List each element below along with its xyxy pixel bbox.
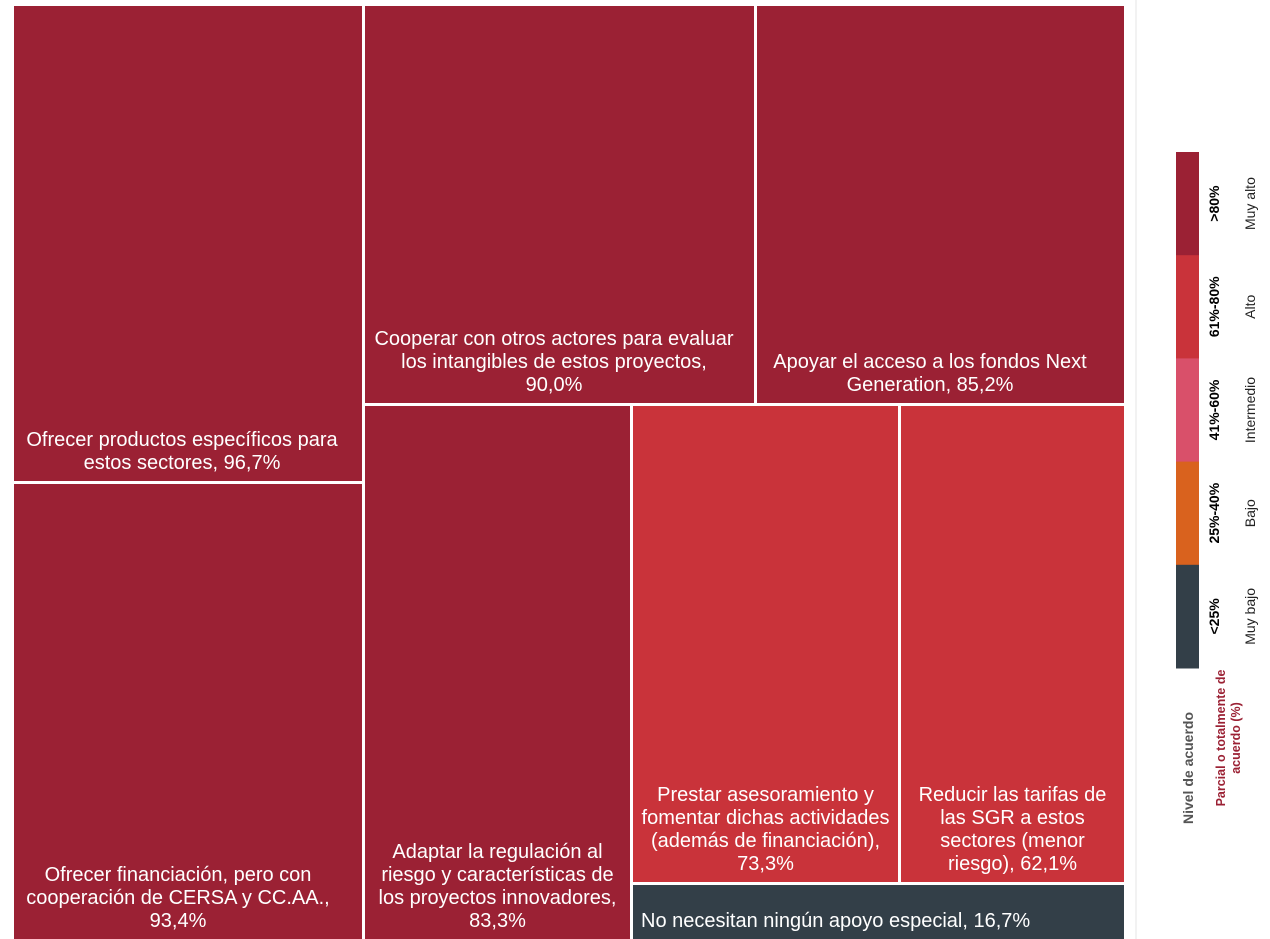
treemap-cell: Adaptar la regulación al riesgo y caract… xyxy=(365,406,630,939)
cell-label: Reducir las tarifas de las SGR a estos s… xyxy=(918,784,1107,875)
cell-label: Ofrecer productos específicos para estos… xyxy=(26,429,338,474)
legend-title: Nivel de acuerdo xyxy=(1180,712,1196,824)
treemap-cell: Ofrecer productos específicos para estos… xyxy=(14,6,362,481)
treemap-cell: Cooperar con otros actores para evaluar … xyxy=(365,6,754,403)
legend-swatch xyxy=(1176,564,1199,669)
cell-label: No necesitan ningún apoyo especial, 16,7… xyxy=(641,910,1031,932)
legend-name: Muy alto xyxy=(1242,177,1258,230)
legend-range: 25%-40% xyxy=(1206,482,1222,543)
legend-swatch xyxy=(1176,255,1199,359)
legend-range: <25% xyxy=(1206,598,1222,635)
cell-label: Prestar asesoramiento y fomentar dichas … xyxy=(641,784,890,875)
legend-name: Intermedio xyxy=(1242,377,1258,443)
legend-range: 41%-60% xyxy=(1206,379,1222,440)
legend-name: Alto xyxy=(1242,295,1258,319)
legend-swatch xyxy=(1176,461,1199,566)
legend-subtitle: Parcial o totalmente deacuerdo (%) xyxy=(1214,670,1243,807)
treemap-cell: No necesitan ningún apoyo especial, 16,7… xyxy=(633,885,1124,939)
legend-range: >80% xyxy=(1206,185,1222,222)
cell-label: Adaptar la regulación al riesgo y caract… xyxy=(378,841,617,932)
treemap-cell: Reducir las tarifas de las SGR a estos s… xyxy=(901,406,1124,882)
legend-swatch xyxy=(1176,358,1199,463)
cell-label: Apoyar el acceso a los fondos Next Gener… xyxy=(773,351,1087,396)
legend-range: 61%-80% xyxy=(1206,276,1222,337)
cell-label: Cooperar con otros actores para evaluar … xyxy=(374,328,734,396)
legend-name: Bajo xyxy=(1242,499,1258,527)
treemap-cell: Ofrecer financiación, pero con cooperaci… xyxy=(14,484,362,939)
treemap-cell: Apoyar el acceso a los fondos Next Gener… xyxy=(757,6,1124,403)
treemap-cell: Prestar asesoramiento y fomentar dichas … xyxy=(633,406,898,882)
legend-name: Muy bajo xyxy=(1242,588,1258,645)
cell-label: Ofrecer financiación, pero con cooperaci… xyxy=(26,864,330,932)
legend-swatch xyxy=(1176,152,1199,256)
